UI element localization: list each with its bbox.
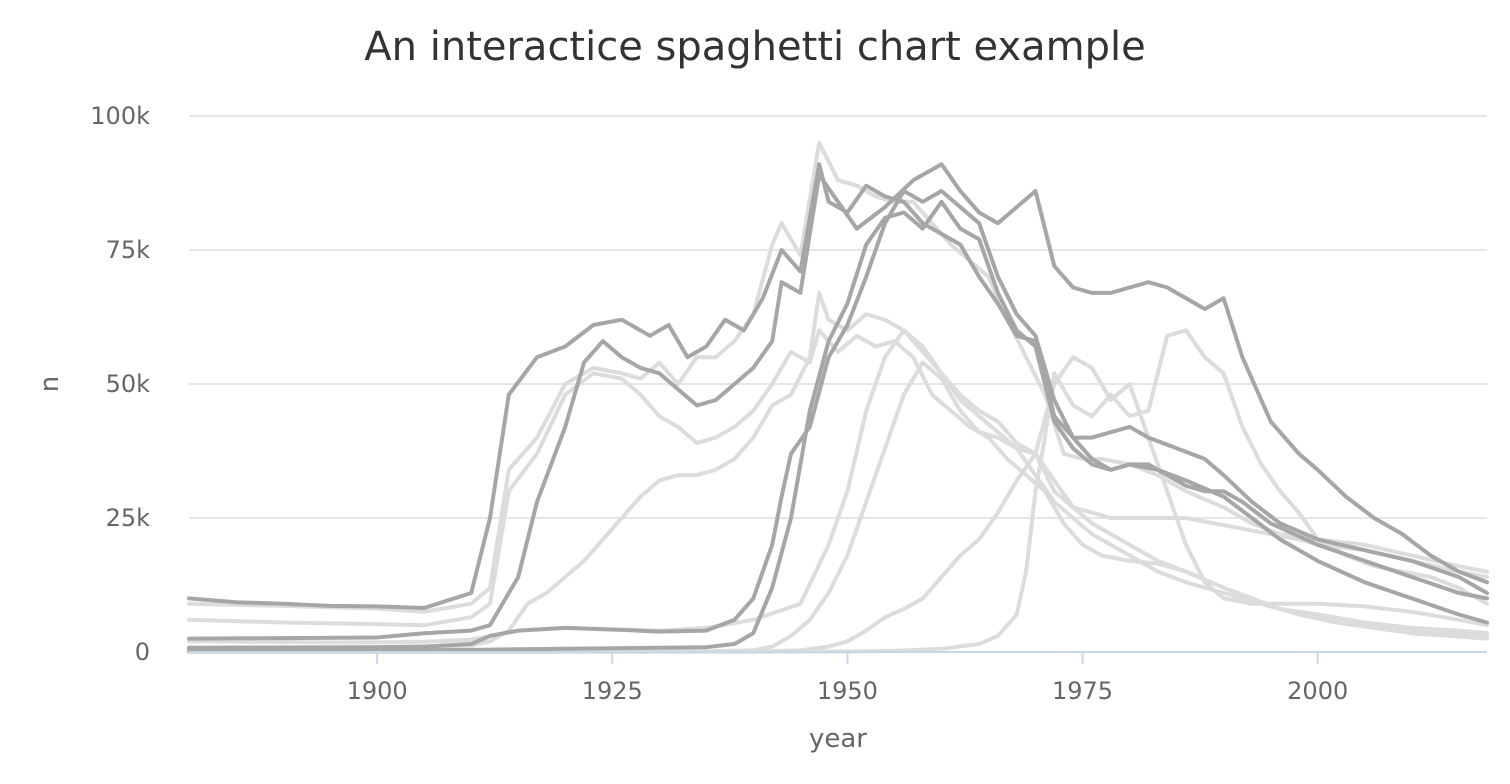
y-tick-label: 75k (106, 236, 151, 264)
x-axis-ticks: 1900 1925 1950 1975 2000 (347, 652, 1348, 705)
series-line-1[interactable] (187, 162, 1489, 610)
series-line-6[interactable] (187, 328, 1489, 638)
series-line-2[interactable] (187, 162, 1489, 641)
x-tick-label: 2000 (1287, 677, 1348, 705)
series-line-4[interactable] (187, 199, 1489, 653)
chart-title: An interactice spaghetti chart example (364, 24, 1145, 70)
y-tick-label: 100k (90, 102, 150, 130)
y-tick-label: 0 (135, 638, 150, 666)
series-line-5[interactable] (187, 140, 1489, 614)
x-tick-label: 1925 (582, 677, 643, 705)
series-group (187, 140, 1489, 654)
y-axis-label: n (35, 376, 65, 392)
series-line-11[interactable] (187, 328, 1489, 645)
x-tick-label: 1900 (347, 677, 408, 705)
y-tick-label: 50k (106, 370, 151, 398)
x-tick-label: 1975 (1052, 677, 1113, 705)
y-axis-ticks: 0 25k 50k 75k 100k (90, 102, 150, 666)
y-tick-label: 25k (106, 504, 151, 532)
x-tick-label: 1950 (817, 677, 878, 705)
series-line-3[interactable] (187, 189, 1489, 650)
series-line-7[interactable] (187, 290, 1489, 650)
x-axis-label: year (809, 724, 867, 754)
